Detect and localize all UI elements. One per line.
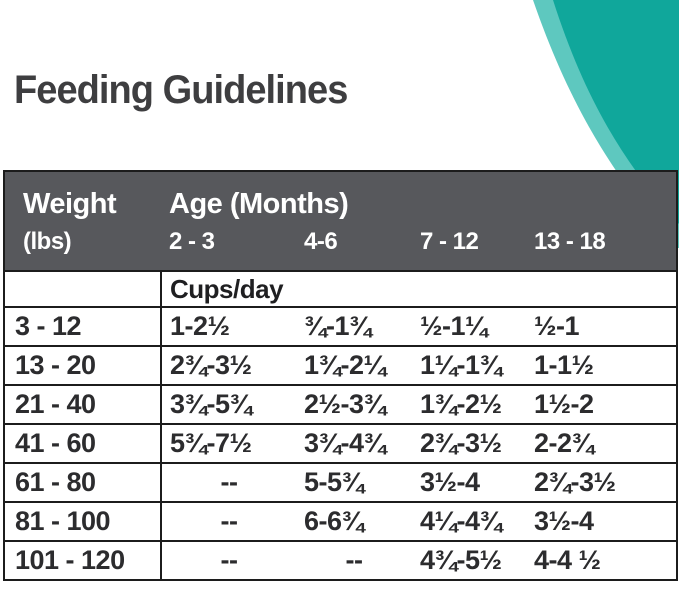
value-cell: 3½-4 xyxy=(526,501,677,541)
value-cell: 3¾-4¾ xyxy=(296,423,412,463)
value-cell: ½-1 xyxy=(526,306,677,346)
value-cell: 1½-2 xyxy=(526,384,677,424)
weight-cell: 101 - 120 xyxy=(4,540,162,580)
value-cell: 1-1½ xyxy=(526,345,677,385)
value-cell: 6-6¾ xyxy=(296,501,412,541)
value-cell: 1¼-1¾ xyxy=(412,345,526,385)
age-col-7-12: 7 - 12 xyxy=(412,228,526,271)
weight-cell: 41 - 60 xyxy=(4,423,162,463)
units-empty-cell xyxy=(4,270,162,307)
value-cell: 4-4 ½ xyxy=(526,540,677,580)
value-cell: 3¾-5¾ xyxy=(161,384,296,424)
table-row: 41 - 60 5¾-7½ 3¾-4¾ 2¾-3½ 2-2¾ xyxy=(4,423,677,463)
value-cell: 1¾-2¼ xyxy=(296,345,412,385)
weight-cell: 13 - 20 xyxy=(4,345,162,385)
value-cell: -- xyxy=(161,501,296,541)
table-header: Weight Age (Months) (lbs) 2 - 3 4-6 7 - … xyxy=(4,171,677,271)
value-cell: 4¼-4¾ xyxy=(412,501,526,541)
table-row: 101 - 120 -- -- 4¾-5½ 4-4 ½ xyxy=(4,540,677,580)
value-cell: 2½-3¾ xyxy=(296,384,412,424)
weight-unit-label: (lbs) xyxy=(4,228,161,271)
feeding-guidelines-table: Weight Age (Months) (lbs) 2 - 3 4-6 7 - … xyxy=(3,170,678,581)
value-cell: 2-2¾ xyxy=(526,423,677,463)
header-row-main: Weight Age (Months) xyxy=(4,171,677,228)
weight-header: Weight xyxy=(4,171,161,228)
table-row: 81 - 100 -- 6-6¾ 4¼-4¾ 3½-4 xyxy=(4,501,677,541)
value-cell: -- xyxy=(296,540,412,580)
value-cell: 3½-4 xyxy=(412,462,526,502)
weight-cell: 81 - 100 xyxy=(4,501,162,541)
wave-dark-layer xyxy=(553,0,679,224)
value-cell: 2¾-3½ xyxy=(161,345,296,385)
units-label: Cups/day xyxy=(161,270,677,307)
value-cell: -- xyxy=(161,462,296,502)
table-row: 21 - 40 3¾-5¾ 2½-3¾ 1¾-2½ 1½-2 xyxy=(4,384,677,424)
value-cell: 1-2½ xyxy=(161,306,296,346)
value-cell: 1¾-2½ xyxy=(412,384,526,424)
page-title: Feeding Guidelines xyxy=(14,68,348,112)
table-row: 3 - 12 1-2½ ¾-1¾ ½-1¼ ½-1 xyxy=(4,306,677,346)
value-cell: 4¾-5½ xyxy=(412,540,526,580)
units-row: Cups/day xyxy=(4,270,677,307)
value-cell: ½-1¼ xyxy=(412,306,526,346)
header-row-sub: (lbs) 2 - 3 4-6 7 - 12 13 - 18 xyxy=(4,228,677,271)
value-cell: ¾-1¾ xyxy=(296,306,412,346)
age-col-13-18: 13 - 18 xyxy=(526,228,677,271)
weight-cell: 3 - 12 xyxy=(4,306,162,346)
value-cell: -- xyxy=(161,540,296,580)
table-body: Cups/day 3 - 12 1-2½ ¾-1¾ ½-1¼ ½-1 13 - … xyxy=(4,270,677,580)
weight-cell: 61 - 80 xyxy=(4,462,162,502)
value-cell: 2¾-3½ xyxy=(412,423,526,463)
table-row: 13 - 20 2¾-3½ 1¾-2¼ 1¼-1¾ 1-1½ xyxy=(4,345,677,385)
value-cell: 5-5¾ xyxy=(296,462,412,502)
value-cell: 2¾-3½ xyxy=(526,462,677,502)
age-col-4-6: 4-6 xyxy=(296,228,412,271)
value-cell: 5¾-7½ xyxy=(161,423,296,463)
age-col-2-3: 2 - 3 xyxy=(161,228,296,271)
age-months-header: Age (Months) xyxy=(161,171,677,228)
weight-cell: 21 - 40 xyxy=(4,384,162,424)
table-row: 61 - 80 -- 5-5¾ 3½-4 2¾-3½ xyxy=(4,462,677,502)
